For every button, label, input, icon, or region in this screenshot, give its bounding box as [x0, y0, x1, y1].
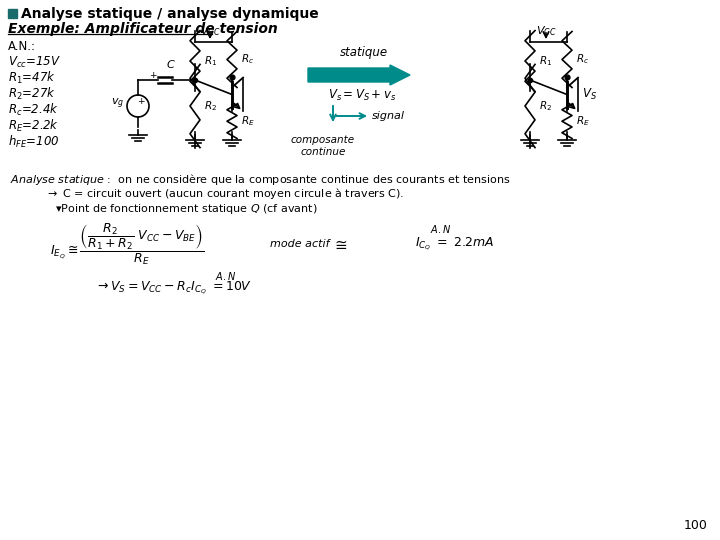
Text: statique: statique: [340, 46, 388, 59]
Text: $\rightarrow$ C = circuit ouvert (aucun courant moyen circule à travers C).: $\rightarrow$ C = circuit ouvert (aucun …: [45, 186, 405, 201]
Text: signal: signal: [372, 111, 405, 121]
Text: $R_1$: $R_1$: [204, 54, 217, 68]
Text: C: C: [167, 60, 175, 70]
Text: $\cong$: $\cong$: [332, 237, 348, 252]
Text: $I_{C_Q}\ =\ 2.2mA$: $I_{C_Q}\ =\ 2.2mA$: [415, 235, 495, 252]
Text: $V_s=V_S+v_s$: $V_s=V_S+v_s$: [328, 87, 396, 103]
Text: $R_2$: $R_2$: [539, 99, 552, 113]
Text: $R_c$: $R_c$: [241, 52, 254, 66]
Text: +: +: [138, 98, 145, 106]
Text: $R_1$=47k: $R_1$=47k: [8, 70, 55, 86]
Text: composante
continue: composante continue: [291, 135, 355, 157]
Text: $\mathit{Analyse\ statique}$ :  on ne considère que la composante continue des c: $\mathit{Analyse\ statique}$ : on ne con…: [10, 172, 510, 187]
Text: $v_g$: $v_g$: [111, 97, 124, 111]
Text: $\rightarrow V_S = V_{CC} - R_c I_{C_Q}\ = 10V$: $\rightarrow V_S = V_{CC} - R_c I_{C_Q}\…: [95, 280, 252, 296]
Text: $R_E$=2.2k: $R_E$=2.2k: [8, 118, 59, 134]
Text: 100: 100: [684, 519, 708, 532]
Bar: [8, 9, 17, 18]
Text: mode actif: mode actif: [270, 239, 330, 249]
Text: $R_1$: $R_1$: [539, 54, 552, 68]
Text: $R_2$: $R_2$: [204, 99, 217, 113]
Text: $R_2$=27k: $R_2$=27k: [8, 86, 55, 102]
Text: $R_E$: $R_E$: [241, 114, 255, 128]
Text: A.N.:: A.N.:: [8, 39, 36, 52]
Text: $V_{cc}$=15V: $V_{cc}$=15V: [8, 55, 61, 70]
Text: $V_S$: $V_S$: [582, 87, 597, 102]
Text: $R_c$: $R_c$: [576, 52, 589, 66]
Text: $V_{CC}$: $V_{CC}$: [199, 24, 220, 38]
Text: Analyse statique / analyse dynamique: Analyse statique / analyse dynamique: [21, 7, 319, 21]
FancyArrow shape: [308, 65, 410, 85]
Text: +: +: [149, 71, 157, 80]
Text: $h_{FE}$=100: $h_{FE}$=100: [8, 134, 60, 150]
Text: $A.N$: $A.N$: [430, 223, 451, 235]
Text: Exemple: Amplificateur de tension: Exemple: Amplificateur de tension: [8, 22, 278, 36]
Text: $V_{CC}$: $V_{CC}$: [536, 24, 557, 38]
Text: $A.N$: $A.N$: [215, 270, 236, 282]
Text: $I_{E_Q} \cong \dfrac{\left(\dfrac{R_2}{R_1+R_2}\ V_{CC}-V_{BE}\right)}{R_E}$: $I_{E_Q} \cong \dfrac{\left(\dfrac{R_2}{…: [50, 221, 204, 267]
Text: $R_E$: $R_E$: [576, 114, 590, 128]
Text: $R_c$=2.4k: $R_c$=2.4k: [8, 102, 59, 118]
Text: $\blacktriangledown$Point de fonctionnement statique $Q$ (cf avant): $\blacktriangledown$Point de fonctionnem…: [55, 202, 318, 216]
